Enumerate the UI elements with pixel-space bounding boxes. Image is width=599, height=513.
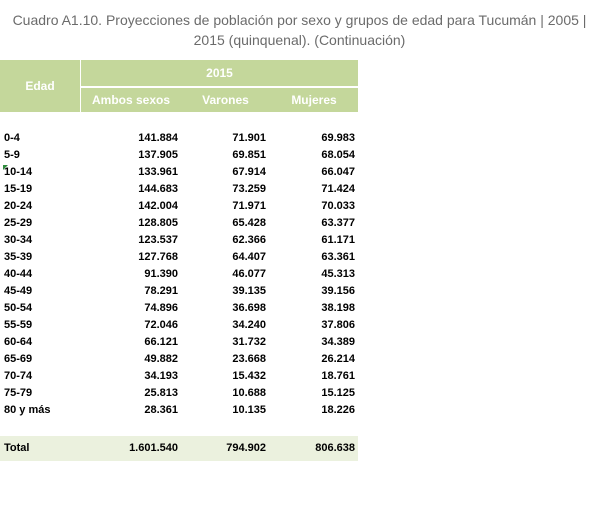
age-group-value: 123.537 (138, 234, 178, 246)
age-group-value: 39.156 (321, 285, 355, 297)
header-column: Ambos sexos (81, 88, 181, 112)
age-group-value: 61.171 (321, 234, 355, 246)
age-group-value: 49.882 (144, 353, 178, 365)
age-group-value: 38.198 (321, 302, 355, 314)
age-group-value: 28.361 (144, 404, 178, 416)
age-group-value: 144.683 (138, 183, 178, 195)
age-group-value: 10.688 (232, 387, 266, 399)
age-group-label: 50-54 (4, 302, 33, 314)
cell-indicator (3, 165, 8, 170)
age-group-value: 18.226 (321, 404, 355, 416)
header-column: Mujeres (270, 88, 358, 112)
table-title: Cuadro A1.10. Proyecciones de población … (12, 12, 587, 48)
age-group-value: 68.054 (321, 149, 355, 161)
total-value: 794.902 (226, 442, 266, 454)
age-group-value: 25.813 (144, 387, 178, 399)
age-group-value: 74.896 (144, 302, 178, 314)
age-group-value: 37.806 (321, 319, 355, 331)
age-group-value: 31.732 (232, 336, 266, 348)
age-group-value: 63.361 (321, 251, 355, 263)
age-group-value: 36.698 (232, 302, 266, 314)
age-group-label: 10-14 (4, 166, 33, 178)
age-group-value: 26.214 (321, 353, 355, 365)
age-group-label: 45-49 (4, 285, 33, 297)
age-group-value: 34.389 (321, 336, 355, 348)
age-group-value: 71.424 (321, 183, 355, 195)
age-group-label: 65-69 (4, 353, 33, 365)
age-group-value: 34.240 (232, 319, 266, 331)
age-group-value: 62.366 (232, 234, 266, 246)
age-group-label: 55-59 (4, 319, 33, 331)
age-group-value: 66.047 (321, 166, 355, 178)
age-group-value: 15.125 (321, 387, 355, 399)
age-group-label: 75-79 (4, 387, 33, 399)
age-group-value: 18.761 (321, 370, 355, 382)
age-group-value: 141.884 (138, 132, 178, 144)
age-group-value: 10.135 (232, 404, 266, 416)
age-group-value: 137.905 (138, 149, 178, 161)
age-group-value: 128.805 (138, 217, 178, 229)
age-group-value: 15.432 (232, 370, 266, 382)
age-group-value: 78.291 (144, 285, 178, 297)
age-group-value: 39.135 (232, 285, 266, 297)
age-group-value: 72.046 (144, 319, 178, 331)
age-group-value: 133.961 (138, 166, 178, 178)
age-group-value: 65.428 (232, 217, 266, 229)
age-group-value: 73.259 (232, 183, 266, 195)
age-group-value: 63.377 (321, 217, 355, 229)
age-group-label: 20-24 (4, 200, 33, 212)
age-group-value: 142.004 (138, 200, 178, 212)
age-group-value: 71.901 (232, 132, 266, 144)
age-group-label: 70-74 (4, 370, 33, 382)
age-group-value: 70.033 (321, 200, 355, 212)
age-group-value: 46.077 (232, 268, 266, 280)
total-value: 806.638 (315, 442, 355, 454)
age-group-label: 35-39 (4, 251, 33, 263)
total-label: Total (4, 442, 30, 454)
age-group-value: 23.668 (232, 353, 266, 365)
age-group-value: 91.390 (144, 268, 178, 280)
total-value: 1.601.540 (129, 442, 178, 454)
age-group-label: 30-34 (4, 234, 33, 246)
age-group-value: 71.971 (232, 200, 266, 212)
age-group-value: 64.407 (232, 251, 266, 263)
age-group-value: 45.313 (321, 268, 355, 280)
age-group-label: 0-4 (4, 132, 20, 144)
age-group-label: 80 y más (4, 404, 51, 416)
age-group-label: 25-29 (4, 217, 33, 229)
total-row (0, 436, 358, 461)
age-group-label: 60-64 (4, 336, 33, 348)
header-column: Varones (181, 88, 270, 112)
age-group-label: 5-9 (4, 149, 20, 161)
age-group-label: 15-19 (4, 183, 33, 195)
header-year: 2015 (81, 60, 358, 86)
age-group-value: 67.914 (232, 166, 266, 178)
age-group-value: 66.121 (144, 336, 178, 348)
age-group-value: 69.851 (232, 149, 266, 161)
header-age: Edad (0, 60, 80, 112)
age-group-value: 34.193 (144, 370, 178, 382)
age-group-value: 69.983 (321, 132, 355, 144)
age-group-value: 127.768 (138, 251, 178, 263)
age-group-label: 40-44 (4, 268, 33, 280)
